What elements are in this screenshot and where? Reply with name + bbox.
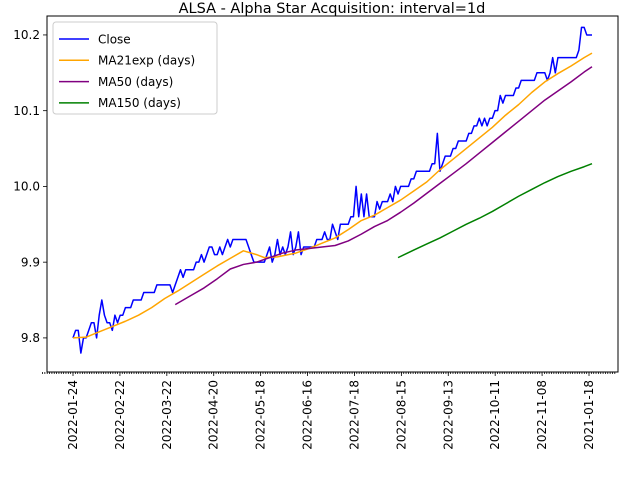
x-tick-label: 2022-10-11 (488, 380, 502, 450)
y-axis: 9.8 9.9 10.0 10.1 10.2 (13, 28, 47, 345)
x-tick-label: 2022-02-22 (113, 380, 127, 450)
legend-label: MA21exp (days) (98, 54, 195, 68)
x-tick-label: 2022-04-20 (207, 380, 221, 450)
x-tick-label: 2022-08-15 (394, 380, 408, 450)
series-line-ma150-days (398, 164, 592, 258)
x-tick-label: 2022-07-18 (347, 380, 361, 450)
x-tick-label: 2021-01-18 (582, 380, 596, 450)
legend-label: Close (98, 32, 131, 46)
y-tick-label: 10.2 (13, 28, 40, 42)
x-tick-label: 2022-03-22 (160, 380, 174, 450)
series-line-ma50-days (175, 67, 592, 305)
x-tick-label: 2022-06-16 (301, 380, 315, 450)
chart-title: ALSA - Alpha Star Acquisition: interval=… (179, 1, 486, 17)
y-tick-label: 10.1 (13, 104, 40, 118)
x-tick-label: 2022-05-18 (254, 380, 268, 450)
legend: Close MA21exp (days) MA50 (days) MA150 (day… (53, 22, 217, 114)
legend-label: MA50 (days) (98, 75, 173, 89)
legend-label: MA150 (days) (98, 96, 181, 110)
x-tick-label: 2022-09-13 (441, 380, 455, 450)
y-tick-label: 9.9 (21, 255, 40, 269)
x-axis: 2022-01-24 2022-02-22 2022-03-22 2022-04-20… (43, 372, 615, 450)
y-tick-label: 9.8 (21, 331, 40, 345)
x-tick-label: 2022-01-24 (66, 380, 80, 450)
x-tick-label: 2022-11-08 (535, 380, 549, 450)
y-tick-label: 10.0 (13, 180, 40, 194)
